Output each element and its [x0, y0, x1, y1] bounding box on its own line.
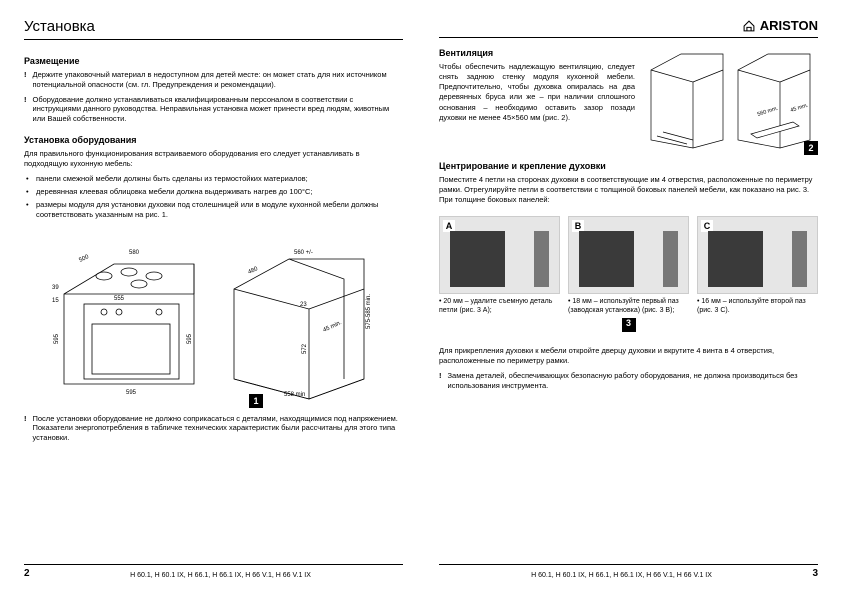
page-title: Установка: [24, 18, 403, 40]
brand-header: ARISTON: [439, 18, 818, 38]
page-number: 2: [24, 568, 38, 579]
warning-text: После установки оборудование не должно с…: [33, 414, 398, 423]
right-page: ARISTON Вентиляция Чтобы обеспечить надл…: [421, 0, 842, 595]
warning-1: ! Держите упаковочный материал в недосту…: [24, 70, 403, 90]
fig3-b-caption: 18 мм – используйте первый паз (заводска…: [568, 298, 689, 316]
brand-label: ARISTON: [760, 18, 818, 33]
ventilation-text: Чтобы обеспечить надлежащую вентиляцию, …: [439, 62, 635, 123]
left-page: Установка Размещение ! Держите упаковочн…: [0, 0, 421, 595]
svg-text:39: 39: [52, 285, 59, 291]
install-intro: Для правильного функционирования встраив…: [24, 149, 403, 169]
svg-text:580: 580: [129, 250, 140, 256]
svg-text:595: 595: [54, 333, 60, 344]
svg-text:560 +/-: 560 +/-: [294, 250, 313, 256]
warning-4: ! Замена деталей, обеспечивающих безопас…: [439, 371, 818, 391]
svg-text:575-585 min.: 575-585 min.: [366, 293, 372, 328]
fig3-a-caption: 20 мм – удалите съемную деталь петли (ри…: [439, 298, 560, 316]
section-ventilation: Вентиляция: [439, 48, 635, 58]
exclamation-icon: !: [24, 414, 27, 443]
figure-3-row: A 20 мм – удалите съемную деталь петли (…: [439, 216, 818, 316]
fig3-c: C 16 мм – используйте второй паз (рис. 3…: [697, 216, 818, 316]
svg-text:572: 572: [302, 343, 308, 354]
svg-text:45 min.: 45 min.: [322, 319, 343, 333]
svg-text:560 mm.: 560 mm.: [757, 105, 780, 117]
section-install: Установка оборудования: [24, 135, 403, 145]
install-bullets: панели смежной мебели должны быть сделан…: [24, 174, 403, 224]
bullet-item: размеры модуля для установки духовки под…: [24, 200, 403, 220]
section-centering: Центрирование и крепление духовки: [439, 161, 818, 171]
svg-text:23: 23: [300, 302, 307, 308]
warning-text: Замена деталей, обеспечивающих безопасну…: [448, 371, 819, 391]
models-line: H 60.1, H 60.1 IX, H 66.1, H 66.1 IX, H …: [439, 572, 804, 579]
page-number: 3: [804, 568, 818, 579]
models-line: H 60.1, H 60.1 IX, H 66.1, H 66.1 IX, H …: [38, 572, 403, 579]
warning-text: Держите упаковочный материал в недоступн…: [33, 70, 404, 90]
svg-text:15: 15: [52, 298, 59, 304]
warning-2: ! Оборудование должно устанавливаться кв…: [24, 95, 403, 124]
svg-text:558 min: 558 min: [284, 392, 305, 398]
house-icon: [742, 19, 756, 33]
figure-1: 580 595 595 555 595 500 39 15 560 +/- 48…: [24, 234, 403, 406]
oven-dimension-diagram: 580 595 595 555 595 500 39 15 560 +/- 48…: [44, 234, 384, 404]
svg-text:595: 595: [187, 333, 193, 344]
exclamation-icon: !: [24, 70, 27, 90]
footer-right: H 60.1, H 60.1 IX, H 66.1, H 66.1 IX, H …: [439, 564, 818, 579]
exclamation-icon: !: [439, 371, 442, 391]
exclamation-icon: !: [24, 95, 27, 124]
bullet-item: деревянная клеевая облицовка мебели долж…: [24, 187, 403, 197]
svg-text:500: 500: [78, 253, 90, 263]
svg-text:45 mm.: 45 mm.: [790, 102, 810, 114]
fig3-b: B 18 мм – используйте первый паз (заводс…: [568, 216, 689, 316]
svg-text:555: 555: [114, 296, 125, 302]
svg-text:480: 480: [247, 265, 259, 275]
warning-3: ! После установки оборудование не должно…: [24, 414, 403, 443]
warning-text: Оборудование должно устанавливаться квал…: [33, 95, 404, 124]
fig3-c-caption: 16 мм – используйте второй паз (рис. 3 C…: [697, 298, 818, 316]
figure-badge-2: 2: [804, 141, 818, 155]
figure-badge-3: 3: [622, 318, 636, 332]
note-text: Показатели энергопотребления в табличке …: [33, 423, 396, 442]
ventilation-block: Вентиляция Чтобы обеспечить надлежащую в…: [439, 48, 818, 155]
footer-left: 2 H 60.1, H 60.1 IX, H 66.1, H 66.1 IX, …: [24, 564, 403, 579]
figure-2: 560 mm. 45 mm. 2: [643, 48, 818, 155]
bullet-item: панели смежной мебели должны быть сделан…: [24, 174, 403, 184]
svg-text:595: 595: [126, 390, 137, 396]
section-placement: Размещение: [24, 56, 403, 66]
centering-text: Поместите 4 петли на сторонах духовки в …: [439, 175, 818, 205]
figure-badge-1: 1: [249, 394, 263, 408]
fig3-a: A 20 мм – удалите съемную деталь петли (…: [439, 216, 560, 316]
attach-text: Для прикрепления духовки к мебели открой…: [439, 346, 818, 366]
